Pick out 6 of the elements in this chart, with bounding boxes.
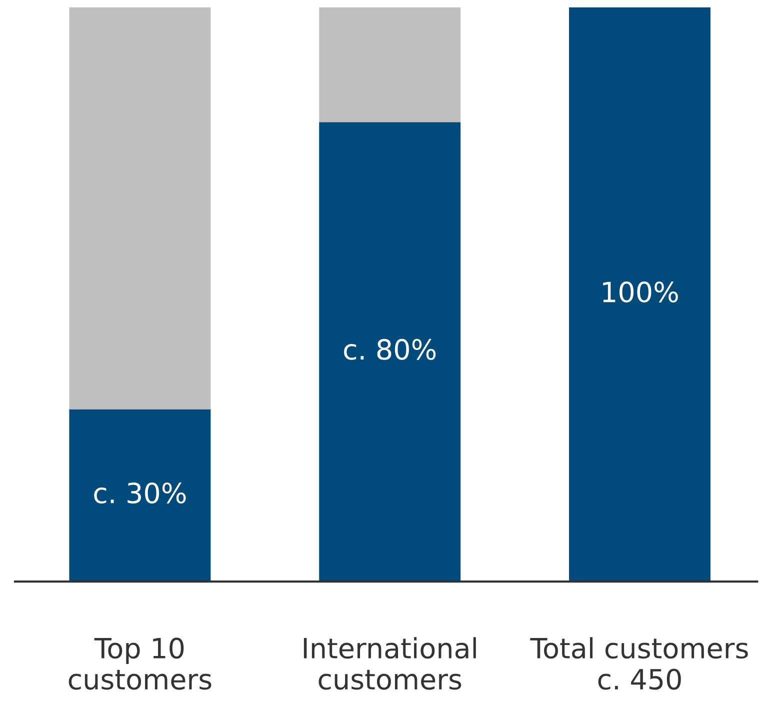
x-tick-label: Total customers c. 450 — [530, 637, 748, 690]
data-label: c. 80% — [344, 338, 436, 360]
data-label: 100% — [603, 281, 678, 302]
x-tick-label: International customers — [304, 637, 476, 690]
data-label: c. 30% — [94, 482, 186, 504]
x-tick-label: Top 10 customers — [68, 638, 212, 690]
